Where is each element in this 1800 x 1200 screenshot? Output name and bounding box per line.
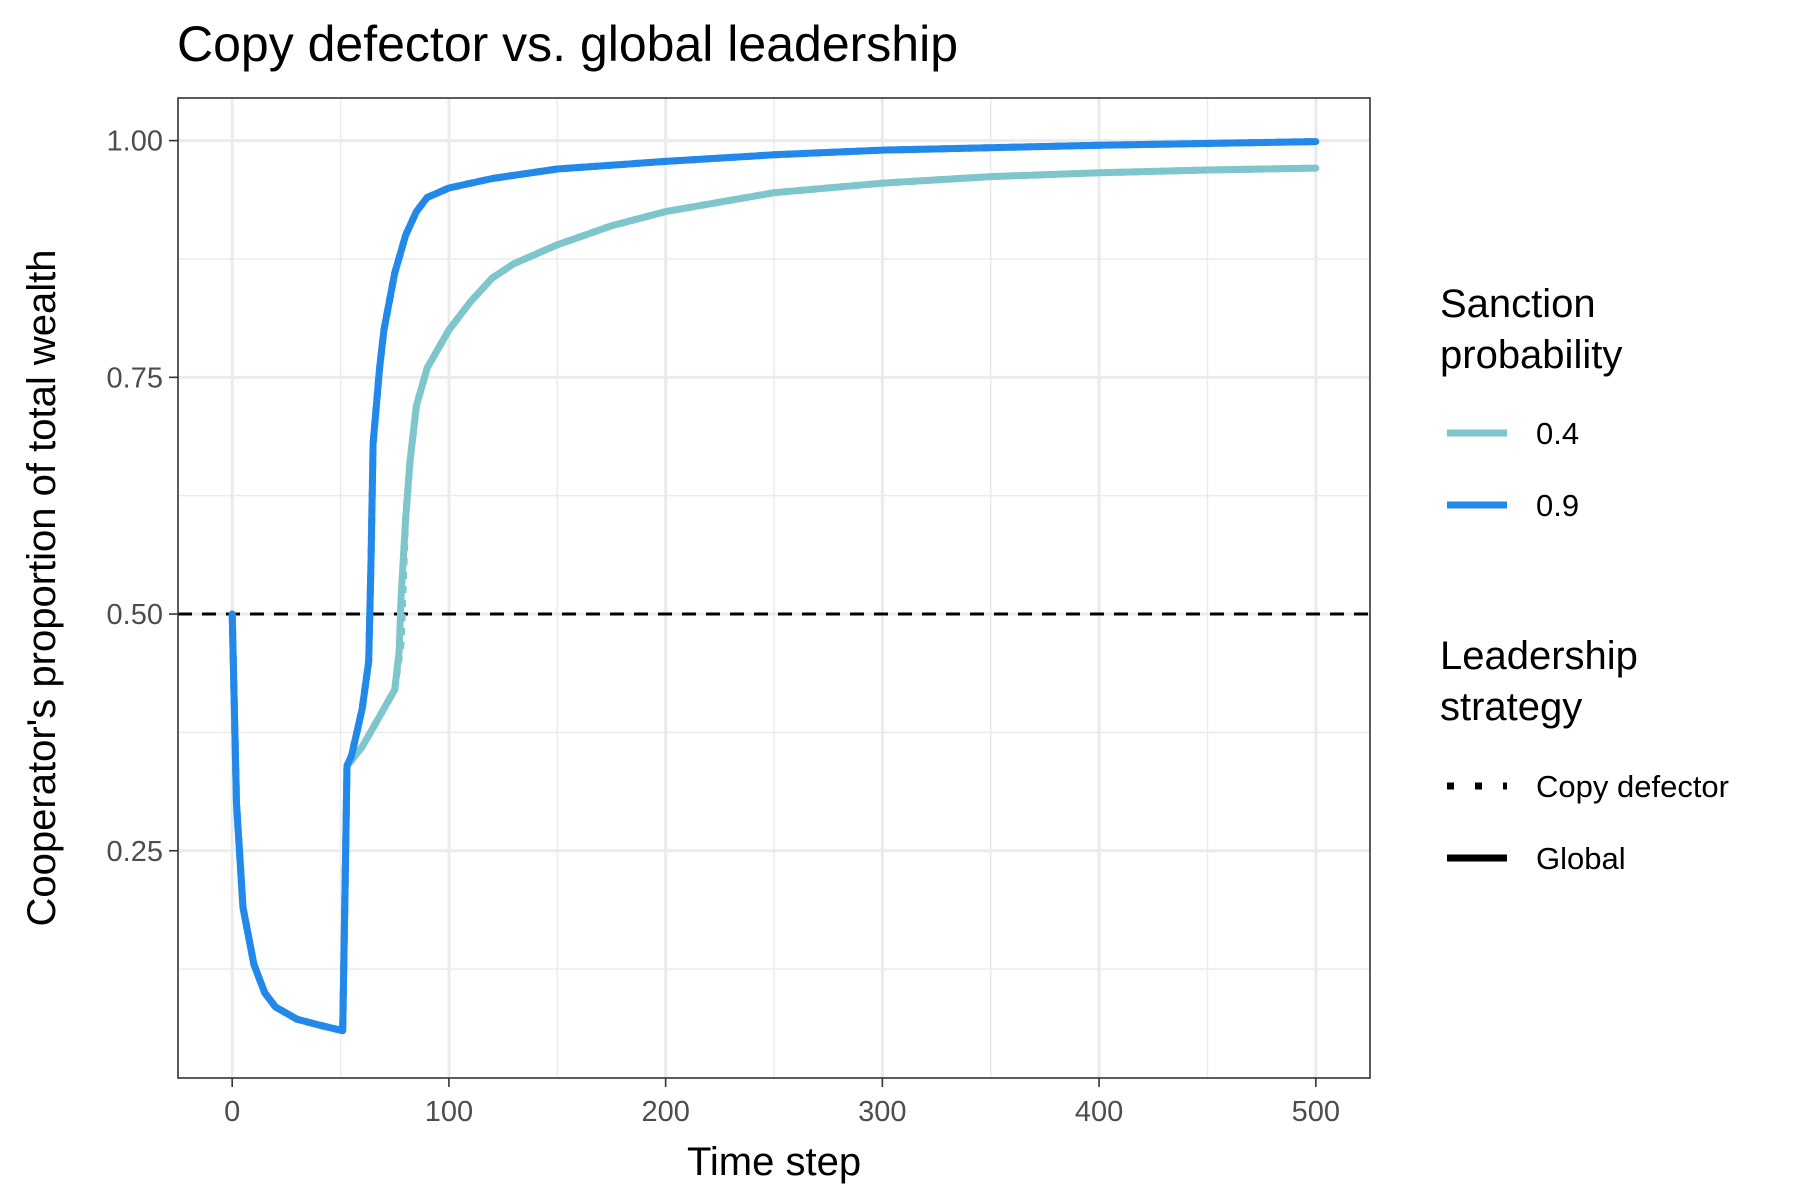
legend-label-0.4: 0.4 bbox=[1536, 416, 1579, 451]
x-tick-label: 0 bbox=[224, 1096, 240, 1128]
y-tick-label: 0.25 bbox=[107, 836, 163, 868]
legend-title-line-1: Sanction bbox=[1440, 282, 1596, 326]
legend-sanction-probability: Sanction probability 0.4 0.9 bbox=[1440, 282, 1622, 523]
plot-border bbox=[177, 97, 1371, 1079]
x-tick-label: 300 bbox=[858, 1096, 906, 1128]
legend-leadership-strategy: Leadership strategy Copy defector Global bbox=[1440, 634, 1729, 876]
y-tick-label: 0.50 bbox=[107, 599, 163, 631]
x-tick-label: 200 bbox=[641, 1096, 689, 1128]
series-line-global-0.9 bbox=[228, 138, 1320, 1035]
x-tick-label: 100 bbox=[425, 1096, 473, 1128]
plot-panel bbox=[177, 97, 1371, 1079]
legend-title-line-2: probability bbox=[1440, 333, 1622, 377]
legend-label-global: Global bbox=[1536, 841, 1626, 876]
y-axis-title: Cooperator's proportion of total wealth bbox=[20, 250, 64, 927]
chart-title: Copy defector vs. global leadership bbox=[177, 16, 958, 72]
y-axis: 0.25 0.50 0.75 1.00 bbox=[107, 126, 178, 868]
x-axis: 0 100 200 300 400 500 bbox=[224, 1078, 1340, 1128]
series-layer bbox=[228, 138, 1320, 1035]
legend-label-0.9: 0.9 bbox=[1536, 488, 1579, 523]
x-axis-title: Time step bbox=[687, 1140, 861, 1184]
x-tick-label: 500 bbox=[1292, 1096, 1340, 1128]
legend-title-line-1: Leadership bbox=[1440, 634, 1638, 678]
x-tick-label: 400 bbox=[1075, 1096, 1123, 1128]
legend-title-line-2: strategy bbox=[1440, 685, 1582, 729]
legend-label-copy-defector: Copy defector bbox=[1536, 769, 1729, 804]
minor-gridlines bbox=[178, 98, 1370, 1078]
y-tick-label: 1.00 bbox=[107, 126, 163, 158]
y-tick-label: 0.75 bbox=[107, 362, 163, 394]
